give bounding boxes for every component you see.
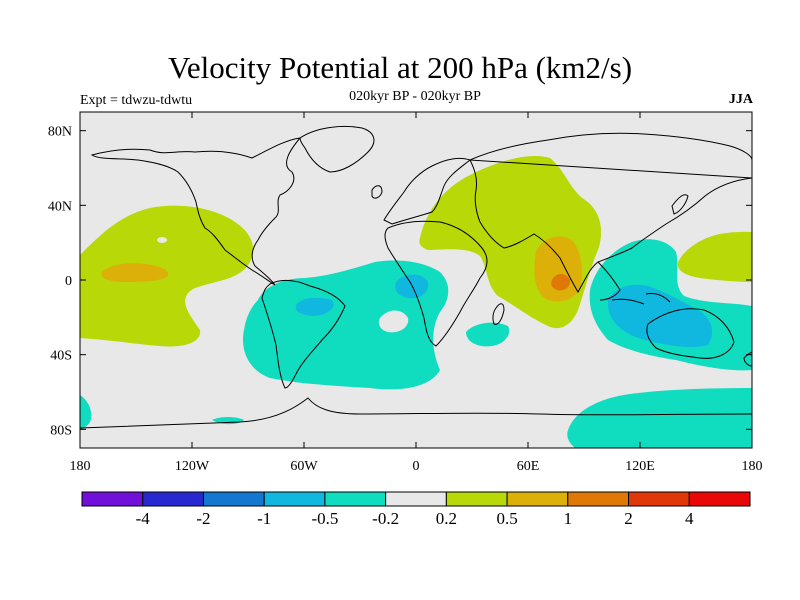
lat-tick-label: 0 [65,274,72,289]
experiment-label: Expt = tdwzu-tdwtu [80,93,193,108]
contour-core-south-atlantic [395,274,429,299]
colorbar-swatch [628,491,690,507]
colorbar-swatch [506,491,569,507]
map-title: Velocity Potential at 200 hPa (km2/s) [167,50,633,85]
lon-tick-label: 120W [175,459,210,474]
contour-positive-india-core [551,274,571,291]
colorbar-swatch [385,491,447,507]
latitude-axis: 80N 40N 0 40S 80S [48,125,752,438]
colorbar-swatch [202,491,265,507]
contour-negative-south-africa [466,322,510,347]
contour-positive-pacific-core [101,263,169,282]
longitude-axis: 180 120W 60W 0 60E 120E 180 [70,112,763,474]
contour-negative-antarctic-pacific [567,388,752,448]
colorbar-label: -0.5 [311,509,338,528]
colorbar-label: 1 [564,509,573,528]
period-subtitle: 020kyr BP - 020kyr BP [349,89,481,104]
contour-hole-atlantic [378,310,409,333]
lon-tick-label: 180 [742,459,763,474]
colorbar-swatch [81,491,144,507]
contour-hole-pacific [157,237,167,243]
contour-negative-southern-atlantic [243,260,449,390]
lon-tick-label: 60E [517,459,540,474]
lon-tick-label: 0 [413,459,420,474]
colorbar-label: -4 [136,509,151,528]
lat-tick-label: 80N [48,125,72,140]
colorbar-swatch [567,491,630,507]
colorbar-label: 0.5 [496,509,517,528]
colorbar-label: -1 [257,509,271,528]
lon-tick-label: 180 [70,459,91,474]
colorbar-label: -0.2 [372,509,399,528]
colorbar-label: 4 [685,509,694,528]
colorbar-swatch [263,491,326,507]
colorbar-label: -2 [196,509,210,528]
contour-core-south-america [295,297,334,316]
colorbar-label: 0.2 [436,509,457,528]
lat-tick-label: 80S [50,423,72,438]
colorbar-swatch [142,491,204,507]
lat-tick-label: 40N [48,199,72,214]
contour-positive-west-pacific [677,231,752,282]
contour-positive-india [534,236,582,302]
lat-tick-label: 40S [50,349,72,364]
colorbar-swatch [688,491,751,507]
colorbar: -4 -2 -1 -0.5 -0.2 0.2 0.5 1 2 4 [81,491,751,528]
contour-field [80,125,752,448]
lon-tick-label: 120E [625,459,655,474]
colorbar-swatch [445,491,508,507]
contour-negative-southwest-pacific [80,395,92,430]
coastlines [80,125,752,429]
colorbar-label: 2 [624,509,633,528]
lon-tick-label: 60W [290,459,318,474]
colorbar-swatch [324,491,387,507]
season-label: JJA [728,92,753,107]
